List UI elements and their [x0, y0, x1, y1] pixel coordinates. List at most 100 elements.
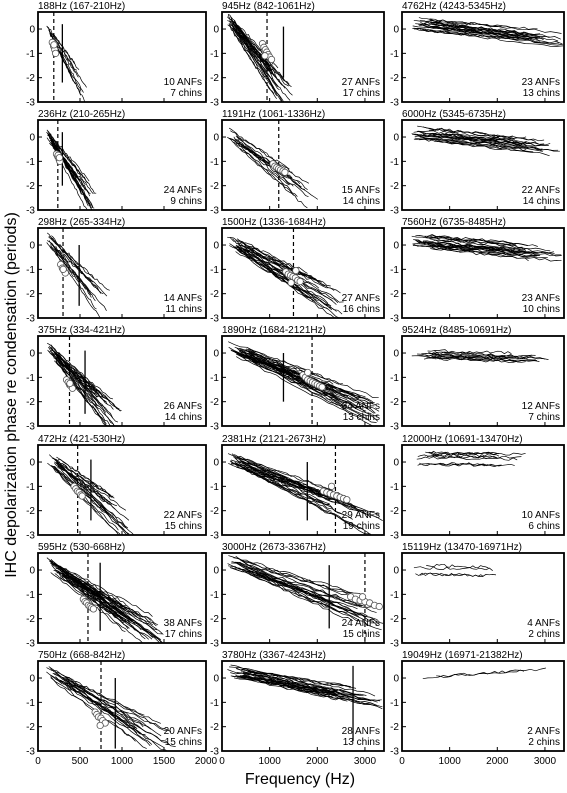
fiber-phase-line: [233, 557, 370, 603]
fiber-phase-line: [55, 567, 153, 640]
cf-phase-point: [296, 277, 304, 286]
chin-count-label: 2 chins: [528, 629, 560, 640]
fiber-phase-line: [56, 353, 122, 411]
fiber-phase-line: [233, 136, 290, 186]
y-tick-label: 0: [29, 25, 35, 36]
chin-count-label: 13 chins: [523, 88, 560, 99]
x-axis-label: Frequency (Hz): [245, 771, 355, 788]
panel-title: 19049Hz (16971-21382Hz): [402, 650, 523, 661]
y-tick-label: 0: [213, 458, 219, 469]
chin-count-label: 16 chins: [343, 304, 380, 315]
fiber-phase-line: [415, 572, 497, 577]
x-tick-label: 0: [219, 756, 225, 767]
fiber-phase-line: [62, 674, 145, 716]
fiber-phase-line: [242, 356, 372, 414]
chin-count-label: 2 chins: [528, 737, 560, 748]
chin-count-label: 6 chins: [528, 521, 560, 532]
anf-count-label: 28 ANFs: [342, 726, 380, 737]
y-tick-label: -2: [210, 181, 219, 192]
chin-count-label: 17 chins: [165, 629, 202, 640]
fiber-phase-line: [232, 25, 285, 102]
y-tick-label: -1: [390, 482, 399, 493]
panel-title: 472Hz (421-530Hz): [38, 434, 125, 445]
y-tick-label: -1: [210, 698, 219, 709]
fiber-phase-line: [50, 349, 98, 398]
fiber-phase-line: [53, 357, 99, 407]
y-tick-label: -3: [210, 639, 219, 650]
x-tick-label: 2000: [306, 756, 329, 767]
panel-title: 6000Hz (5345-6735Hz): [402, 109, 506, 120]
fiber-phase-line: [54, 573, 125, 624]
y-tick-label: -2: [390, 397, 399, 408]
fiber-phase-line: [61, 678, 168, 751]
fiber-phase-line: [230, 29, 277, 100]
y-tick-label: 0: [29, 349, 35, 360]
fiber-phase-line: [415, 239, 529, 254]
chin-count-label: 19 chins: [343, 521, 380, 532]
fiber-phase-line: [57, 357, 107, 402]
panel-title: 298Hz (265-334Hz): [38, 217, 125, 228]
anf-count-label: 24 ANFs: [342, 618, 380, 629]
fiber-phase-line: [413, 566, 493, 571]
panel-frame: [401, 552, 565, 644]
fiber-phase-line: [236, 672, 378, 703]
panel-plot-area: [227, 445, 383, 535]
fiber-phase-line: [241, 668, 347, 692]
panel-plot-area: [411, 349, 549, 363]
panel-plot-area: [227, 664, 383, 742]
fiber-phase-line: [232, 350, 351, 414]
y-tick-label: -3: [390, 531, 399, 542]
fiber-phase-line: [431, 25, 544, 41]
y-tick-label: -3: [390, 314, 399, 325]
y-tick-label: -1: [390, 698, 399, 709]
panel-frame: [221, 227, 385, 319]
fiber-phase-line: [249, 567, 378, 626]
chin-count-label: 15 chins: [343, 629, 380, 640]
x-tick-label: 3000: [354, 756, 377, 767]
fiber-phase-line: [228, 127, 290, 170]
cf-phase-point: [375, 602, 383, 611]
fiber-phase-line: [55, 461, 109, 503]
cf-phase-point: [66, 379, 74, 388]
fiber-phase-line: [234, 457, 336, 496]
y-tick-label: -3: [390, 98, 399, 109]
chin-count-label: 14 chins: [343, 196, 380, 207]
panel-title: 188Hz (167-210Hz): [38, 1, 125, 12]
fiber-phase-line: [56, 456, 114, 498]
cf-phase-point: [261, 52, 269, 60]
fiber-phase-line: [237, 239, 327, 287]
fiber-phase-line: [247, 670, 359, 696]
anf-count-label: 4 ANFs: [527, 618, 560, 629]
y-tick-label: 0: [213, 25, 219, 36]
anf-count-label: 10 ANFs: [522, 510, 560, 521]
fiber-phase-line: [56, 572, 134, 617]
fiber-phase-line: [432, 134, 523, 147]
fiber-phase-line: [229, 567, 332, 603]
y-tick-label: -2: [390, 73, 399, 84]
fiber-phase-line: [423, 21, 519, 36]
fiber-phase-line: [431, 351, 532, 358]
y-tick-label: 0: [393, 133, 399, 144]
y-tick-label: -3: [26, 422, 35, 433]
y-tick-label: -2: [210, 722, 219, 733]
anf-count-label: 12 ANFs: [522, 401, 560, 412]
chin-count-label: 9 chins: [170, 196, 202, 207]
fiber-phase-line: [57, 680, 151, 747]
panel-title: 12000Hz (10691-13470Hz): [402, 434, 523, 445]
y-tick-label: -1: [26, 265, 35, 276]
fiber-phase-line: [49, 246, 91, 292]
fiber-phase-line: [241, 674, 361, 695]
panel-frame: [221, 660, 385, 752]
x-tick-label: 0: [399, 756, 405, 767]
y-tick-label: -2: [210, 397, 219, 408]
fiber-phase-line: [422, 133, 541, 147]
panel-title: 2381Hz (2121-2673Hz): [222, 434, 326, 445]
y-tick-label: -1: [210, 265, 219, 276]
chin-count-label: 7 chins: [528, 412, 560, 423]
y-tick-label: -1: [26, 49, 35, 60]
x-tick-label: 2000: [195, 756, 218, 767]
